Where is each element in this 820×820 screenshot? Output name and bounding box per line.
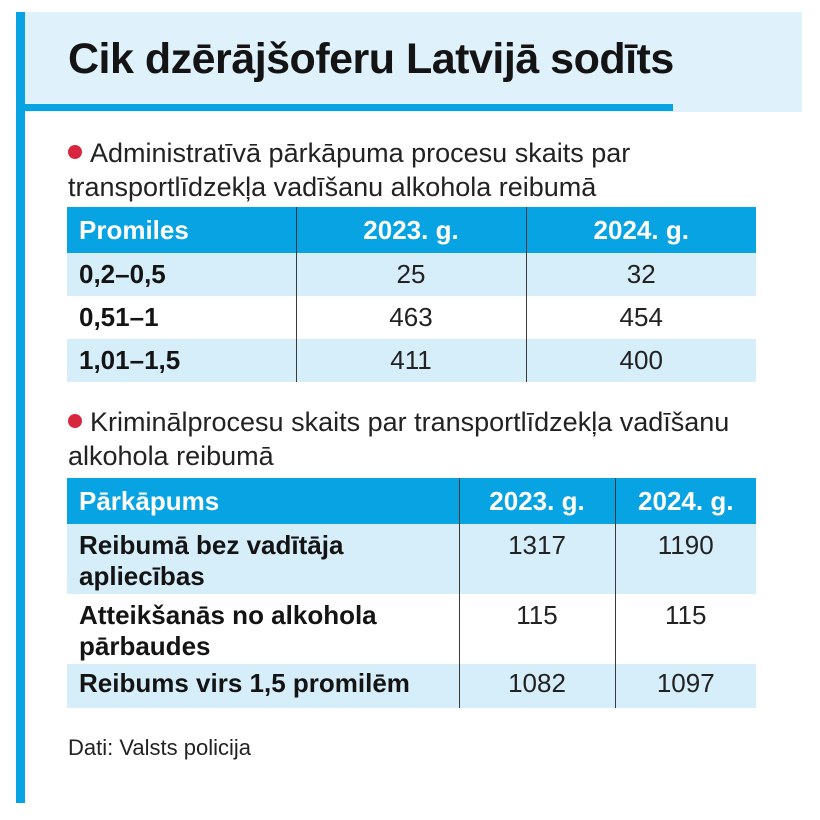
value-cell: 411 <box>296 339 527 382</box>
value-cell: 1097 <box>615 664 756 708</box>
row-label: 0,2–0,5 <box>67 253 297 296</box>
table-row: Reibumā bez vadītāja apliecības 1317 119… <box>67 524 756 594</box>
source-note: Dati: Valsts policija <box>68 735 251 760</box>
column-header: 2023. g. <box>296 207 527 253</box>
row-label: 0,51–1 <box>67 296 297 339</box>
value-cell: 1317 <box>459 524 616 594</box>
left-accent-bar <box>16 12 25 803</box>
row-label: 1,01–1,5 <box>67 339 297 382</box>
value-cell: 32 <box>526 253 756 296</box>
table-header-row: Pārkāpums 2023. g. 2024. g. <box>67 478 756 524</box>
section-title-administrative-text: Administratīvā pārkāpuma procesu skaits … <box>68 138 631 202</box>
table-row: 0,51–1 463 454 <box>67 296 756 339</box>
row-label: Atteikšanās no alkohola pārbaudes <box>67 594 460 664</box>
value-cell: 454 <box>619 302 663 332</box>
section-title-administrative: Administratīvā pārkāpuma procesu skaits … <box>68 136 768 204</box>
title-underline <box>25 104 673 111</box>
row-label: Reibums virs 1,5 promilēm <box>67 664 460 708</box>
column-header: Promiles <box>67 207 297 253</box>
value-cell: 1190 <box>615 524 756 594</box>
table-row: Reibums virs 1,5 promilēm 1082 1097 <box>67 664 756 708</box>
value-cell: 400 <box>526 339 756 382</box>
value-cell: 115 <box>459 594 616 664</box>
bullet-icon <box>68 145 82 159</box>
administrative-cases-table: Promiles 2023. g. 2024. g. 0,2–0,5 25 32… <box>67 207 756 382</box>
value-cell: 1082 <box>459 664 616 708</box>
column-header: 2023. g. <box>459 478 616 524</box>
criminal-cases-table: Pārkāpums 2023. g. 2024. g. Reibumā bez … <box>67 478 756 708</box>
bullet-icon <box>68 414 82 428</box>
column-header: 2024. g. <box>526 207 756 253</box>
table-row: Atteikšanās no alkohola pārbaudes 115 11… <box>67 594 756 664</box>
section-title-criminal-text: Kriminālprocesu skaits par transportlīdz… <box>68 407 730 471</box>
column-header: Pārkāpums <box>67 478 460 524</box>
value-cell: 115 <box>665 600 707 630</box>
row-label: Reibumā bez vadītāja apliecības <box>67 524 460 594</box>
page-title: Cik dzērājšoferu Latvijā sodīts <box>68 35 674 83</box>
table-row: 0,2–0,5 25 32 <box>67 253 756 296</box>
table-row: 1,01–1,5 411 400 <box>67 339 756 382</box>
section-title-criminal: Kriminālprocesu skaits par transportlīdz… <box>68 405 768 473</box>
table-header-row: Promiles 2023. g. 2024. g. <box>67 207 756 253</box>
header-band <box>25 12 802 112</box>
value-cell: 25 <box>296 253 527 296</box>
column-header: 2024. g. <box>615 478 756 524</box>
value-cell: 463 <box>296 296 527 339</box>
